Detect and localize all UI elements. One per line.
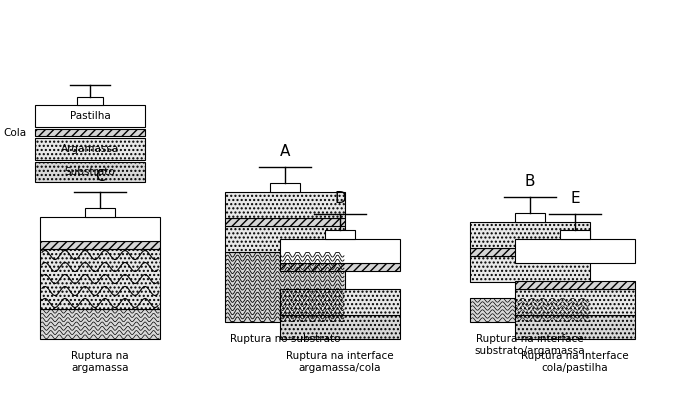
Text: Cola: Cola [4, 127, 27, 138]
Bar [280, 315, 400, 339]
Bar [225, 192, 345, 218]
Bar [470, 222, 590, 248]
Bar [85, 208, 115, 217]
Bar [470, 248, 590, 256]
Bar [515, 239, 635, 263]
Text: C: C [95, 169, 105, 184]
Text: B: B [525, 174, 535, 189]
Bar [40, 249, 160, 309]
Bar [225, 218, 345, 226]
Bar [225, 252, 345, 322]
Text: A: A [280, 144, 290, 159]
Bar [470, 298, 590, 322]
Bar [270, 183, 300, 192]
Bar [280, 239, 400, 263]
Bar [35, 138, 145, 160]
Bar [515, 315, 635, 339]
Text: Ruptura no substrato: Ruptura no substrato [230, 334, 341, 344]
Text: Ruptura na interface
argamassa/cola: Ruptura na interface argamassa/cola [286, 351, 394, 372]
Text: Ruptura na
argamassa: Ruptura na argamassa [71, 351, 129, 372]
Bar [515, 289, 635, 315]
Bar [35, 105, 145, 127]
Bar [560, 230, 590, 239]
Text: Pastilha: Pastilha [69, 111, 110, 121]
Bar [470, 256, 590, 282]
Bar [280, 263, 400, 271]
Text: Ruptura na interface
substrato/argamassa: Ruptura na interface substrato/argamassa [475, 334, 585, 356]
Bar [325, 230, 355, 239]
Bar [35, 162, 145, 182]
Bar [40, 217, 160, 241]
Bar [77, 97, 103, 105]
Bar [515, 281, 635, 289]
Text: Substrato: Substrato [65, 167, 116, 177]
Text: E: E [570, 191, 580, 206]
Text: D: D [334, 191, 346, 206]
Bar [280, 289, 400, 315]
Bar [40, 241, 160, 249]
Bar [35, 129, 145, 136]
Bar [40, 309, 160, 339]
Bar [515, 213, 545, 222]
Bar [225, 226, 345, 252]
Text: Argamassa: Argamassa [61, 144, 119, 154]
Text: Ruptura na interface
cola/pastilha: Ruptura na interface cola/pastilha [522, 351, 629, 372]
